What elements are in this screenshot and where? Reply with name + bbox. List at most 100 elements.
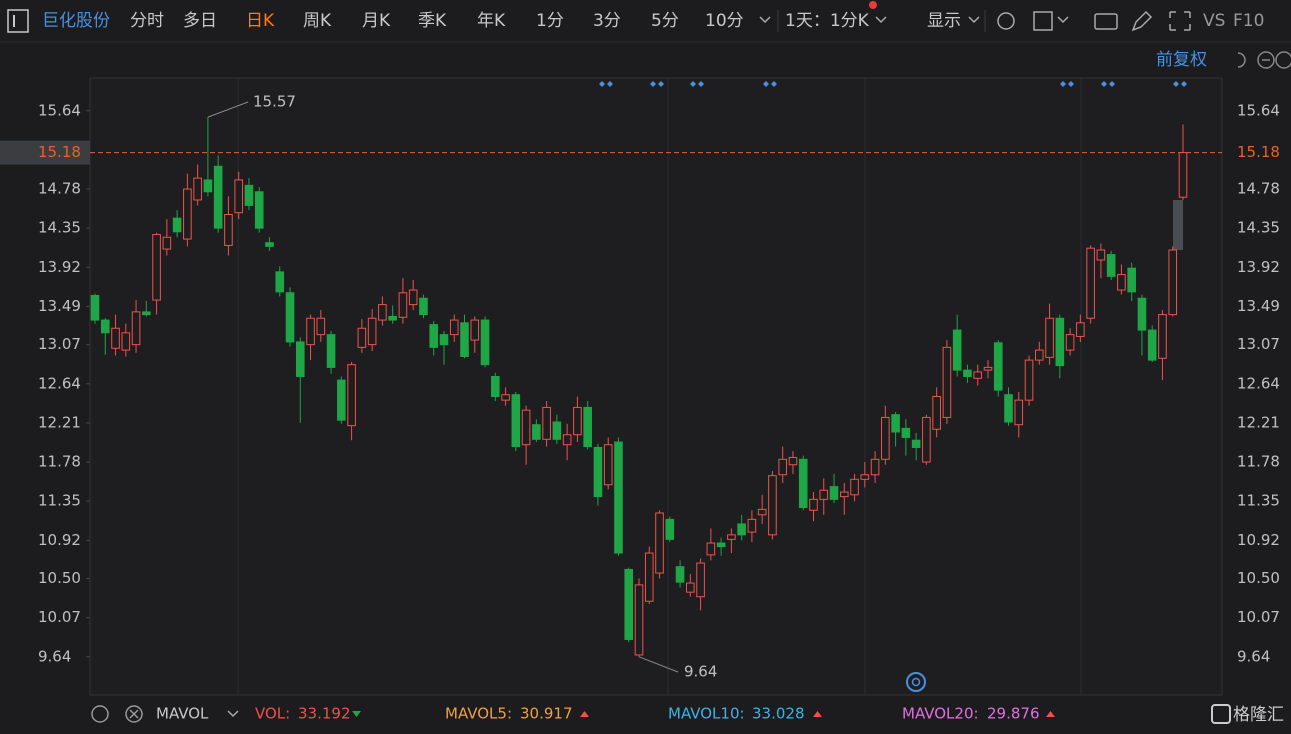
candle-body: [593, 446, 603, 498]
candle-body: [491, 375, 500, 398]
zoom-in-icon[interactable]: [1275, 51, 1291, 69]
max-label: 15.57: [253, 93, 296, 111]
candle-body: [706, 542, 716, 556]
min-leader: [638, 656, 679, 673]
candle-body: [142, 311, 151, 316]
y-tick-label: 12.64: [38, 374, 81, 392]
y-tick-label: 10.50: [38, 569, 81, 587]
y-tick-label: 10.07: [38, 608, 81, 626]
sidebar-toggle[interactable]: [7, 9, 29, 33]
indicator-settings[interactable]: [91, 705, 109, 723]
candle-body: [254, 191, 264, 229]
candle-body: [603, 444, 613, 486]
vs-button[interactable]: VS: [1203, 11, 1225, 31]
reset-icon[interactable]: [1237, 52, 1246, 68]
event-marker[interactable]: [599, 81, 1187, 87]
y-tick-label: 13.49: [38, 297, 81, 315]
period-tab[interactable]: 多日: [183, 11, 217, 31]
candle-body: [1168, 249, 1178, 316]
candle-body: [942, 346, 952, 418]
stock-name[interactable]: 巨化股份: [42, 11, 110, 31]
candle-body: [193, 177, 202, 201]
candle-body: [850, 478, 859, 496]
y-tick-label: 11.78: [38, 453, 81, 471]
y-tick-label: 13.49: [1237, 297, 1280, 315]
candle-body: [1127, 267, 1136, 293]
f10-button[interactable]: F10: [1233, 11, 1264, 31]
indicator-value: 29.876: [987, 705, 1040, 723]
candle-body: [1076, 322, 1085, 337]
zoom-out-icon[interactable]: [1257, 51, 1275, 69]
drawing-icon[interactable]: [1033, 11, 1053, 31]
candle-body: [1158, 314, 1167, 359]
max-leader: [207, 101, 249, 118]
indicator-value: 30.917: [520, 705, 573, 723]
camera-icon[interactable]: [1094, 13, 1118, 30]
candle-body: [244, 184, 254, 206]
period-tab[interactable]: 周K: [303, 11, 332, 31]
period-tab[interactable]: 日K: [246, 11, 275, 31]
indicator-dropdown[interactable]: [227, 710, 239, 718]
period-tab[interactable]: 1分: [536, 11, 564, 31]
y-tick-label: 11.35: [38, 492, 81, 510]
display-menu[interactable]: 显示: [927, 11, 961, 31]
candle-body: [111, 327, 120, 349]
indicator-label: MAVOL10:: [668, 705, 745, 723]
adjust-mode[interactable]: 前复权: [1156, 50, 1207, 70]
candle-body: [993, 342, 1003, 391]
period-tab[interactable]: 5分: [651, 11, 679, 31]
candle-body: [1014, 399, 1024, 426]
candle-body: [347, 364, 356, 427]
y-tick-label: 13.07: [1237, 335, 1280, 353]
candle-body: [809, 498, 818, 511]
candle-body: [316, 317, 326, 336]
period-select[interactable]: 1天：1分K: [785, 11, 870, 31]
candle-body: [470, 319, 480, 341]
candle-body: [839, 491, 849, 498]
candle-body: [121, 332, 131, 351]
period-tab[interactable]: 月K: [362, 11, 391, 31]
y-tick-label: 15.64: [38, 101, 81, 119]
candle-body: [573, 406, 582, 436]
indicator-close[interactable]: [125, 705, 143, 723]
period-tab[interactable]: 3分: [593, 11, 621, 31]
candle-body: [757, 508, 767, 516]
candle-body: [285, 292, 295, 343]
at-icon-inner: [911, 677, 921, 687]
candle-body: [901, 427, 911, 438]
candle-body: [460, 322, 469, 357]
candle-body: [1045, 317, 1054, 358]
candle-body: [234, 179, 243, 214]
candle-body: [501, 394, 510, 401]
period-tab[interactable]: 10分: [705, 11, 744, 31]
candle-body: [1004, 394, 1013, 423]
candle-body: [480, 319, 490, 366]
period-tab[interactable]: 年K: [477, 11, 506, 31]
candle-body: [737, 523, 746, 536]
candle-body: [891, 414, 900, 433]
candle-body: [819, 489, 829, 500]
pen-icon[interactable]: [1131, 10, 1153, 32]
y-tick-label: 12.64: [1237, 374, 1280, 392]
candle-body: [162, 236, 172, 250]
candle-body: [1117, 274, 1126, 291]
y-tick-label: 14.78: [1237, 180, 1280, 198]
period-tab[interactable]: 分时: [130, 11, 164, 31]
candle-body: [337, 379, 346, 421]
settings-icon[interactable]: [997, 12, 1015, 30]
y-tick-label: 13.92: [38, 258, 81, 276]
candle-body: [634, 584, 644, 656]
candle-body: [829, 486, 839, 500]
fullscreen-icon[interactable]: [1169, 11, 1191, 31]
period-tab[interactable]: 季K: [418, 11, 447, 31]
candle-body: [90, 294, 100, 321]
candle-body: [100, 319, 110, 334]
y-tick-label: 12.21: [1237, 413, 1280, 431]
candle-body: [1035, 349, 1044, 361]
candle-body: [275, 271, 285, 293]
candle-body: [152, 234, 161, 301]
at-icon[interactable]: [906, 672, 926, 692]
candle-body: [768, 475, 777, 536]
indicator-name[interactable]: MAVOL: [156, 705, 209, 723]
candle-body: [686, 582, 695, 593]
